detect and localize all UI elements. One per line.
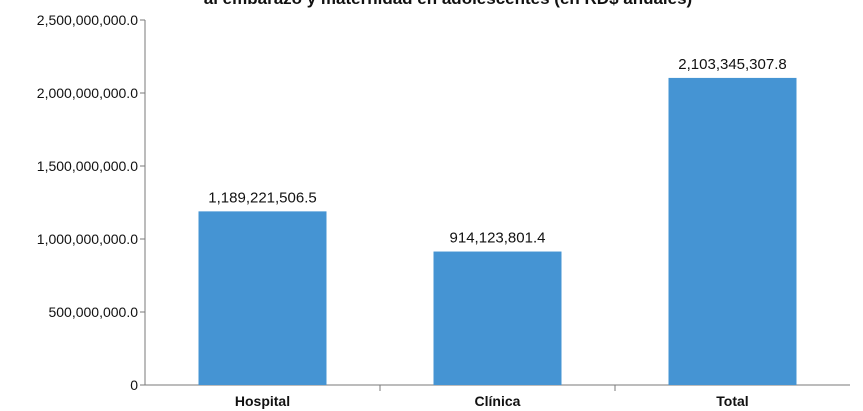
y-tick-label: 1,000,000,000.0: [37, 231, 138, 247]
y-tick-label: 2,500,000,000.0: [37, 12, 138, 28]
data-label: 1,189,221,506.5: [208, 189, 316, 206]
x-category-label: Clínica: [475, 393, 521, 409]
y-tick-label: 1,500,000,000.0: [37, 158, 138, 174]
bar-total: [668, 77, 797, 385]
y-tick-label: 500,000,000.0: [48, 304, 138, 320]
y-tick-label: 0: [130, 377, 138, 393]
data-label: 914,123,801.4: [450, 230, 546, 247]
bar-hospital: [198, 211, 327, 385]
plot-area: 0 500,000,000.0 1,000,000,000.0 1,500,000,0…: [37, 12, 850, 409]
x-category-label: Hospital: [235, 393, 290, 409]
chart-title: al embarazo y maternidad en adolescentes…: [204, 0, 692, 8]
y-tick-label: 2,000,000,000.0: [37, 85, 138, 101]
bar-cl-nica: [433, 251, 562, 385]
data-label: 2,103,345,307.8: [678, 56, 786, 73]
x-category-label: Total: [716, 393, 748, 409]
